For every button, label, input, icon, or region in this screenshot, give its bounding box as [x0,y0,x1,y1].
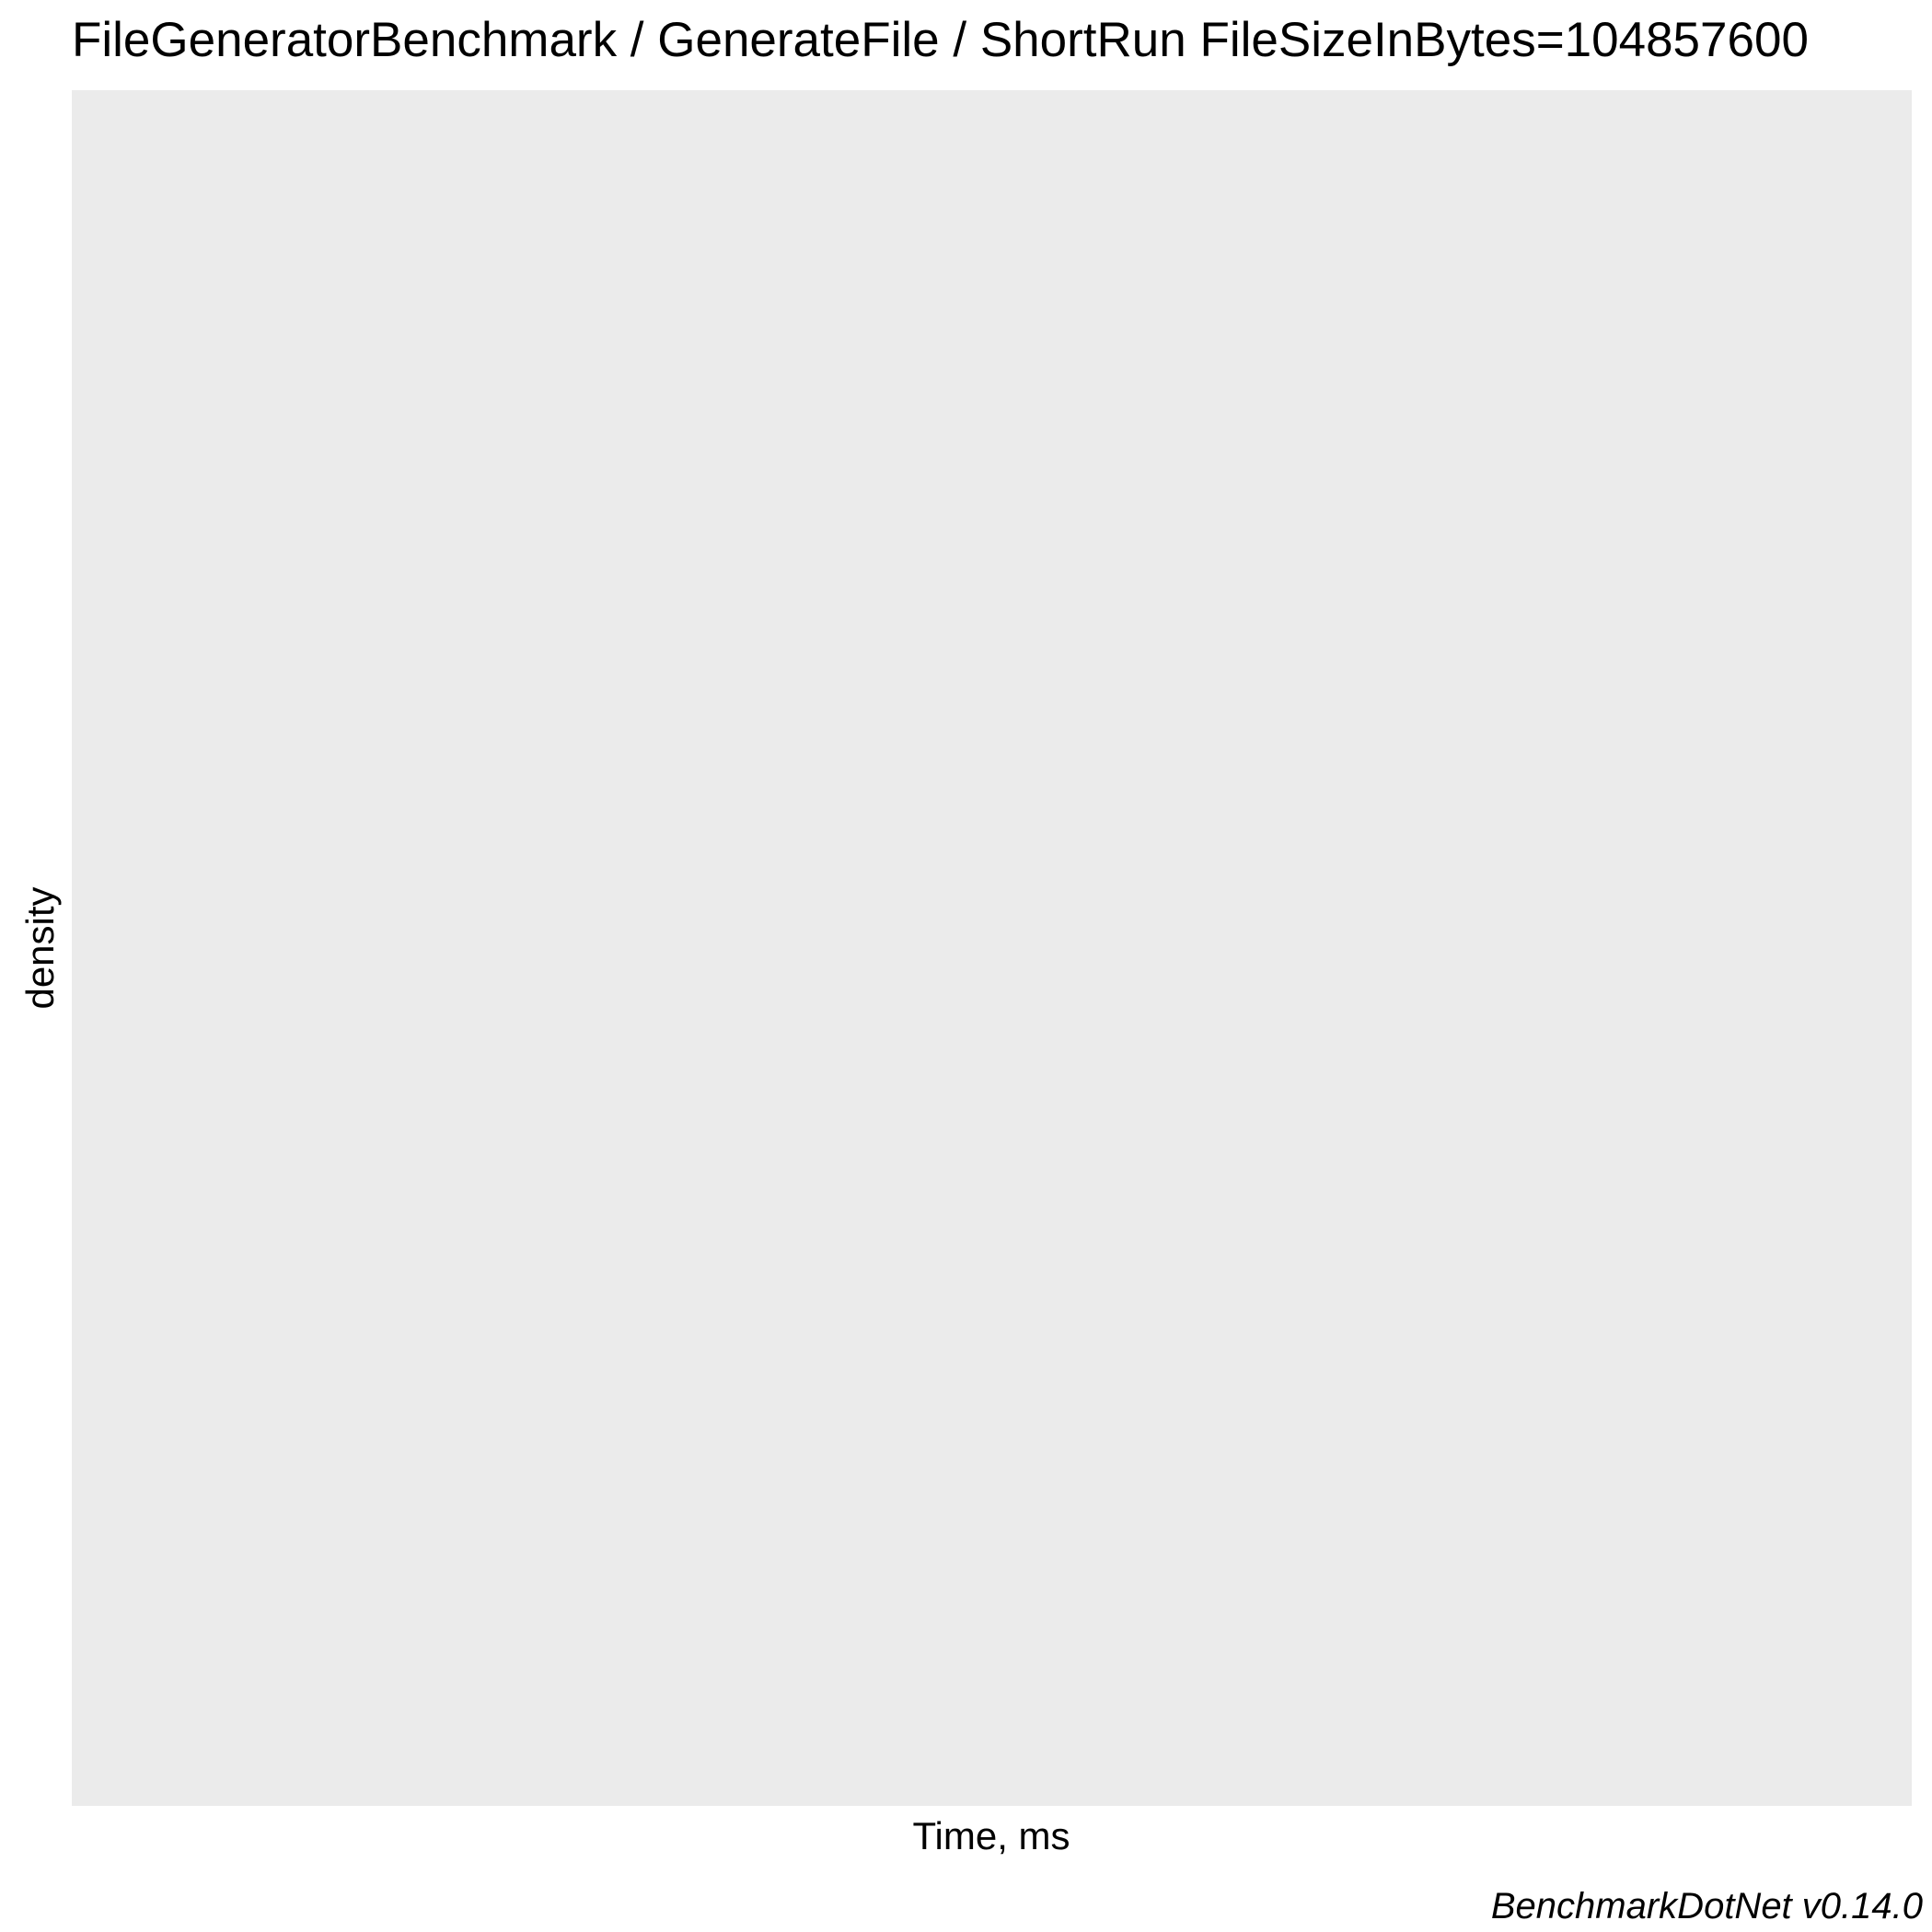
y-axis-label: density [18,886,62,1010]
x-axis-label: Time, ms [912,1814,1070,1857]
plot-panel [72,90,1912,1806]
plot-panel-background [72,90,1912,1806]
chart-title: FileGeneratorBenchmark / GenerateFile / … [72,13,1809,67]
caption: BenchmarkDotNet v0.14.0 [1490,1886,1923,1926]
